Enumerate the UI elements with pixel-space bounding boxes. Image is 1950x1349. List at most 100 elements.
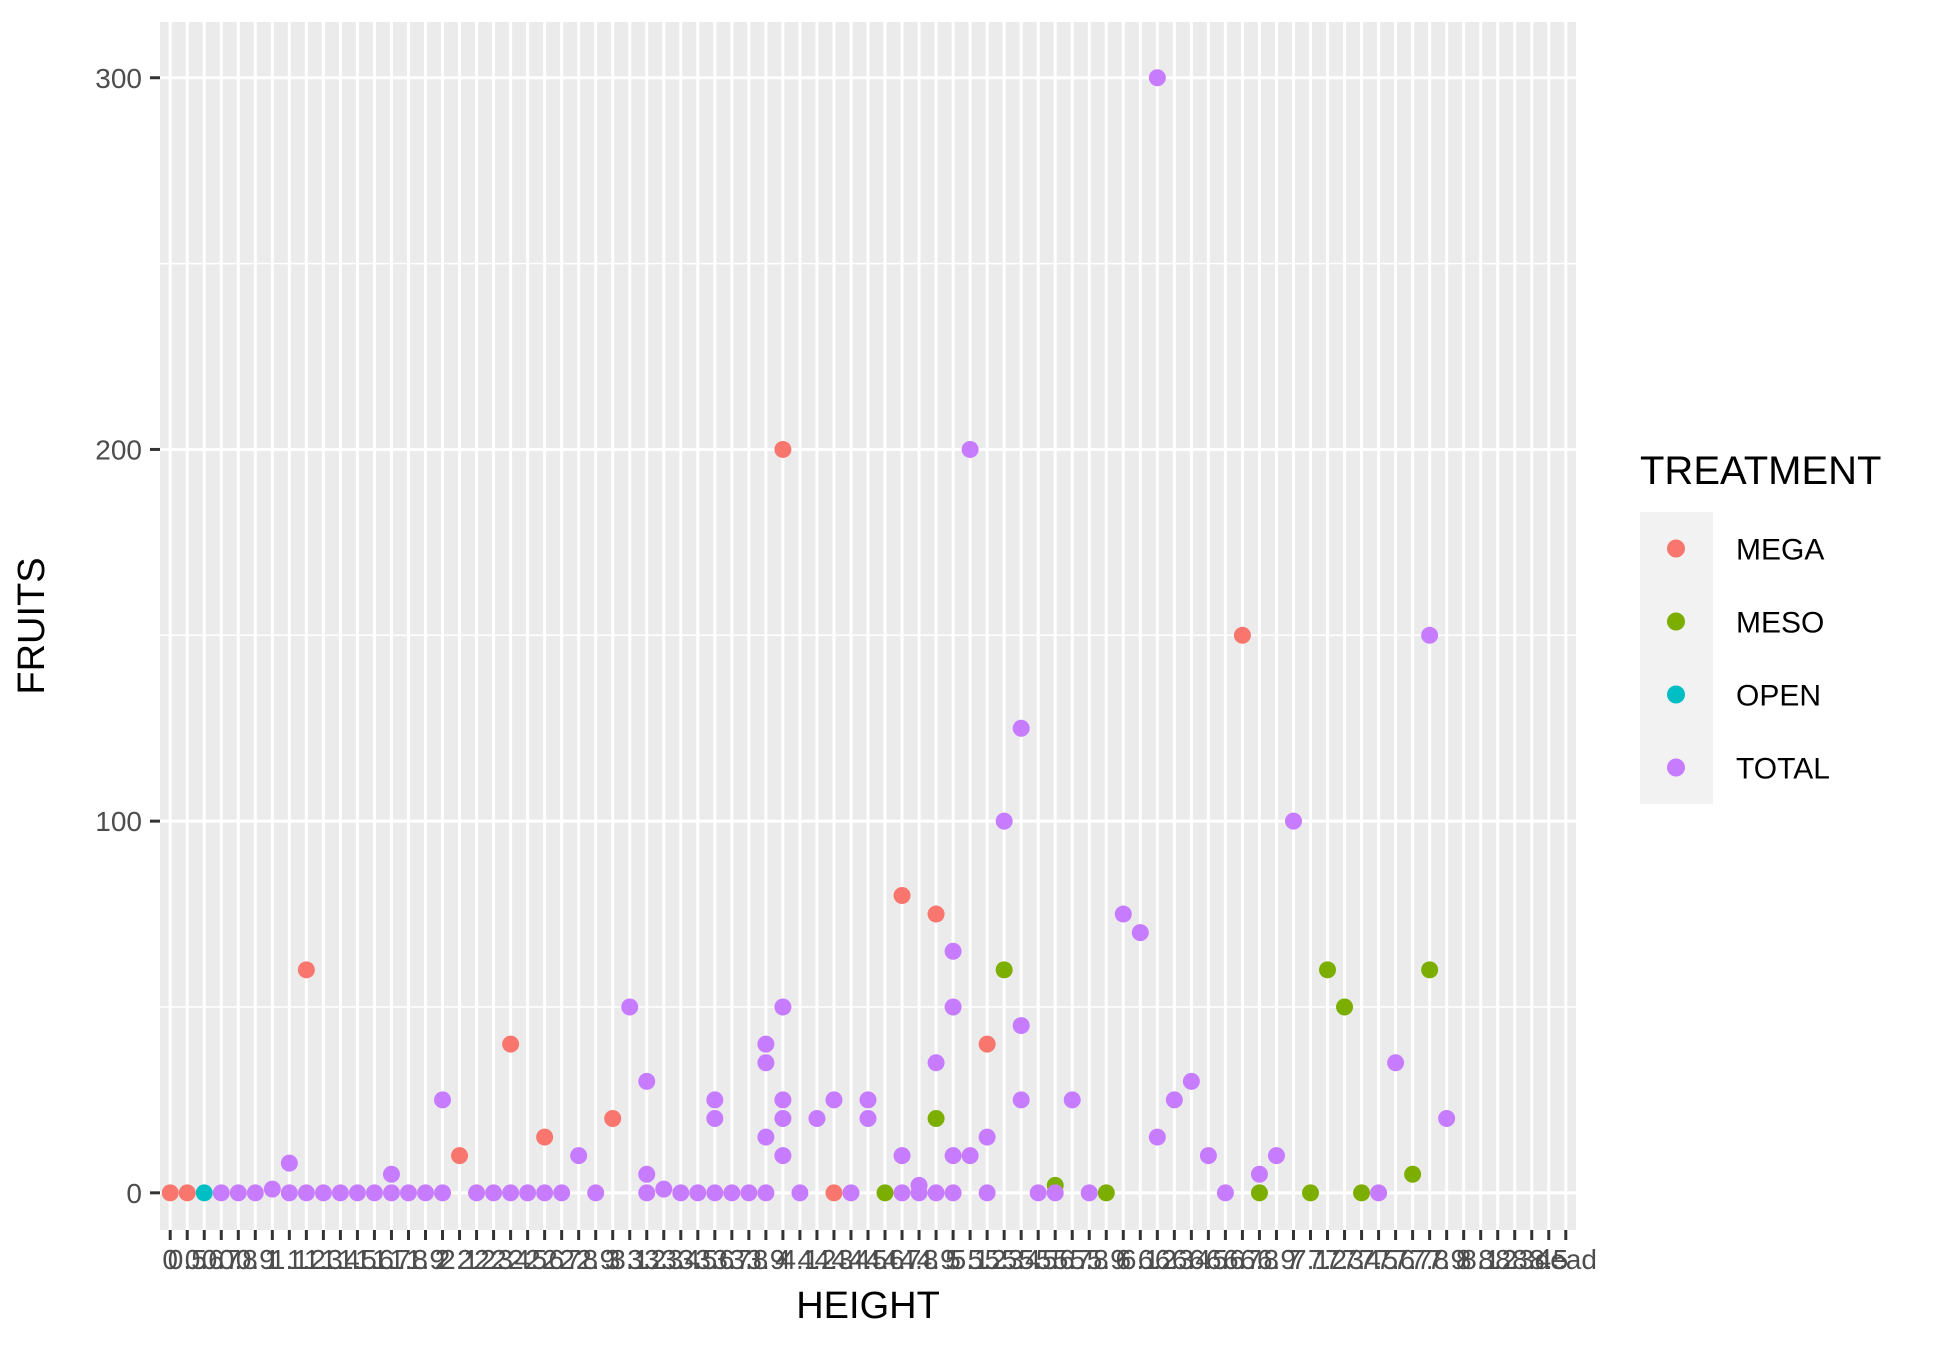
point-total (825, 1091, 843, 1109)
point-total (740, 1184, 758, 1202)
y-tick-label: 100 (95, 806, 142, 837)
point-total (1284, 812, 1302, 830)
legend-label-meso: MESO (1736, 607, 1824, 640)
x-tick-label: 1.6 (355, 1244, 394, 1275)
x-tick-label: 7.6 (1376, 1244, 1415, 1275)
x-tick-label: 2.3 (474, 1244, 513, 1275)
point-total (348, 1184, 366, 1202)
x-tick-label: 0.5 (168, 1244, 207, 1275)
x-tick-label: 5.1 (951, 1244, 990, 1275)
point-mega (178, 1184, 196, 1202)
x-tick-label: 7.8 (1410, 1244, 1449, 1275)
point-total (638, 1072, 656, 1090)
x-tick-label: 4.9 (917, 1244, 956, 1275)
point-total (944, 942, 962, 960)
point-total (280, 1154, 298, 1172)
point-mega (536, 1128, 554, 1146)
point-mega (451, 1147, 469, 1165)
x-tick-label: 1.4 (321, 1244, 360, 1275)
x-tick-label: 6.7 (1223, 1244, 1262, 1275)
point-total (1370, 1184, 1388, 1202)
point-total (672, 1184, 690, 1202)
point-mega (604, 1109, 622, 1127)
point-total (723, 1184, 741, 1202)
x-tick-label: 3.6 (695, 1244, 734, 1275)
x-tick-label: 7.2 (1308, 1244, 1347, 1275)
x-tick-label: 3 (605, 1244, 621, 1275)
x-axis-title: HEIGHT (796, 1285, 940, 1327)
x-tick-label: 5.8 (1070, 1244, 1109, 1275)
point-total (638, 1165, 656, 1183)
point-total (1029, 1184, 1047, 1202)
point-total (978, 1184, 996, 1202)
point-open (195, 1184, 213, 1202)
x-tick-label: 8 (1456, 1244, 1472, 1275)
point-total (1216, 1184, 1234, 1202)
legend-key-background (1640, 512, 1713, 804)
point-total (808, 1109, 826, 1127)
y-tick-label: 200 (95, 434, 142, 465)
point-total (774, 1109, 792, 1127)
x-tick-label: 0.7 (202, 1244, 241, 1275)
x-tick-label: 3.8 (729, 1244, 768, 1275)
point-total (434, 1184, 452, 1202)
point-total (280, 1184, 298, 1202)
point-total (893, 1184, 911, 1202)
point-total (1250, 1165, 1268, 1183)
x-tick-label: 0 (162, 1244, 178, 1275)
point-total (399, 1184, 417, 1202)
x-axis-ticks: 00.50.60.70.80.911.11.21.31.41.51.61.71.… (162, 1230, 1597, 1275)
point-total (944, 1147, 962, 1165)
point-total (978, 1128, 996, 1146)
point-total (1267, 1147, 1285, 1165)
x-tick-label: 7 (1286, 1244, 1302, 1275)
x-tick-label: 4.2 (797, 1244, 836, 1275)
point-total (859, 1109, 877, 1127)
x-tick-label: 8.5 (1529, 1244, 1568, 1275)
x-tick-label: 7.3 (1325, 1244, 1364, 1275)
legend-key-meso (1667, 612, 1685, 631)
x-tick-label: 1.8 (389, 1244, 428, 1275)
x-tick-label: 3.4 (661, 1244, 700, 1275)
legend-items: MEGA MESO OPEN TOTAL (1667, 534, 1830, 786)
point-total (621, 998, 639, 1016)
x-tick-label: 2 (435, 1244, 451, 1275)
point-mega (1233, 626, 1251, 644)
legend: TREATMENT MEGA MESO OPEN TOTAL (1640, 449, 1881, 804)
point-total (485, 1184, 503, 1202)
point-total (1182, 1072, 1200, 1090)
point-total (1114, 905, 1132, 923)
point-meso (876, 1184, 894, 1202)
x-tick-label: 4.8 (900, 1244, 939, 1275)
legend-title: TREATMENT (1640, 449, 1881, 493)
point-total (1131, 924, 1149, 942)
legend-label-total: TOTAL (1736, 753, 1830, 786)
x-tick-label: 3.1 (610, 1244, 649, 1275)
y-axis-title: FRUITS (11, 557, 53, 694)
point-total (1063, 1091, 1081, 1109)
point-total (1012, 1091, 1030, 1109)
x-tick-label: 3.2 (627, 1244, 666, 1275)
x-tick-label: 5.2 (968, 1244, 1007, 1275)
point-total (1148, 1128, 1166, 1146)
x-tick-label: 6 (1115, 1244, 1131, 1275)
x-tick-label: 4.7 (883, 1244, 922, 1275)
x-tick-label: 6.1 (1121, 1244, 1160, 1275)
point-mega (978, 1035, 996, 1053)
x-tick-label: 7.7 (1393, 1244, 1432, 1275)
point-total (944, 1184, 962, 1202)
point-total (331, 1184, 349, 1202)
x-tick-label: 2.9 (576, 1244, 615, 1275)
point-mega (161, 1184, 179, 1202)
x-tick-label: 1.3 (304, 1244, 343, 1275)
point-total (757, 1128, 775, 1146)
point-total (638, 1184, 656, 1202)
x-tick-label: 5.7 (1053, 1244, 1092, 1275)
x-tick-label: 0.8 (219, 1244, 258, 1275)
point-total (1148, 69, 1166, 87)
point-mega (502, 1035, 520, 1053)
x-tick-label: 7.9 (1427, 1244, 1466, 1275)
point-total (553, 1184, 571, 1202)
point-total (927, 1184, 945, 1202)
